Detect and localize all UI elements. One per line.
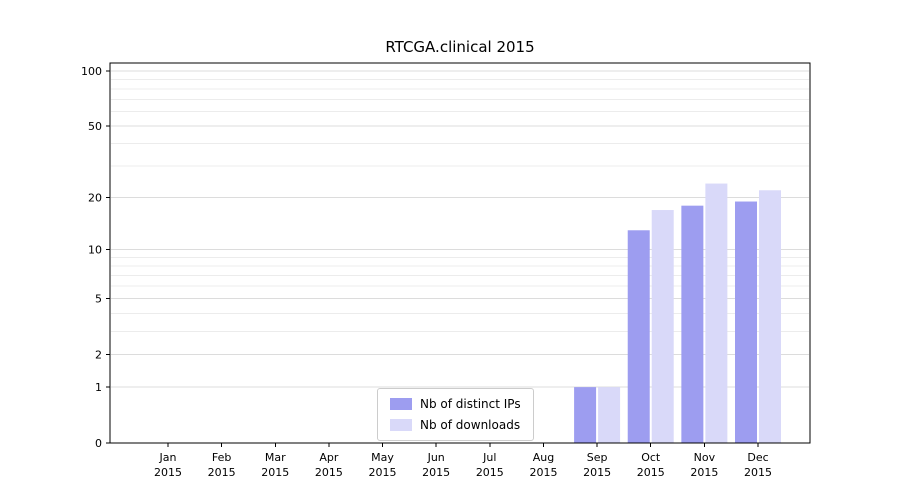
bar-downloads-nov [705, 183, 728, 443]
y-tick-label: 5 [95, 293, 102, 306]
x-tick-label-month: Feb [212, 451, 231, 464]
bar-downloads-sep [598, 387, 621, 443]
bar-downloads-dec [759, 190, 781, 443]
bar-distinct-ips-dec [735, 201, 757, 443]
y-tick-label: 10 [88, 244, 102, 257]
x-tick-label-year: 2015 [261, 466, 289, 479]
plot-border [109, 62, 811, 444]
legend-item-downloads: Nb of downloads [390, 418, 521, 432]
x-tick-label-year: 2015 [154, 466, 182, 479]
x-tick-label-year: 2015 [422, 466, 450, 479]
bar-distinct-ips-nov [681, 205, 704, 443]
x-tick-label-year: 2015 [529, 466, 557, 479]
x-tick-label-year: 2015 [315, 466, 343, 479]
x-tick-label-month: Nov [694, 451, 716, 464]
y-tick-label: 20 [88, 192, 102, 205]
bar-downloads-oct [651, 210, 674, 443]
x-tick-label-month: Mar [265, 451, 286, 464]
y-tick-label: 50 [88, 120, 102, 133]
legend-swatch-distinct-ips [390, 398, 412, 410]
x-tick-label-month: Jan [159, 451, 177, 464]
x-tick-label-year: 2015 [690, 466, 718, 479]
x-tick-label-year: 2015 [744, 466, 772, 479]
x-tick-label-month: Dec [747, 451, 768, 464]
x-tick-label-month: Aug [533, 451, 554, 464]
bar-distinct-ips-oct [627, 230, 650, 443]
legend-label-downloads: Nb of downloads [420, 418, 521, 432]
chart-title: RTCGA.clinical 2015 [385, 38, 535, 56]
legend-item-distinct-ips: Nb of distinct IPs [390, 397, 521, 411]
x-tick-label-month: Oct [641, 451, 661, 464]
legend-label-distinct-ips: Nb of distinct IPs [420, 397, 521, 411]
x-tick-label-month: Jun [427, 451, 445, 464]
x-tick-label-month: Apr [319, 451, 339, 464]
x-tick-label-month: Jul [482, 451, 496, 464]
x-tick-label-month: May [371, 451, 394, 464]
x-tick-label-year: 2015 [583, 466, 611, 479]
legend: Nb of distinct IPs Nb of downloads [377, 388, 534, 441]
y-tick-label: 2 [95, 348, 102, 361]
x-tick-label-year: 2015 [637, 466, 665, 479]
x-tick-label-year: 2015 [208, 466, 236, 479]
x-tick-label-month: Sep [587, 451, 608, 464]
bar-distinct-ips-sep [574, 387, 597, 443]
x-tick-label-year: 2015 [369, 466, 397, 479]
y-tick-label: 1 [95, 381, 102, 394]
legend-swatch-downloads [390, 419, 412, 431]
y-tick-label: 100 [81, 65, 102, 78]
y-tick-label: 0 [95, 437, 102, 450]
x-tick-label-year: 2015 [476, 466, 504, 479]
